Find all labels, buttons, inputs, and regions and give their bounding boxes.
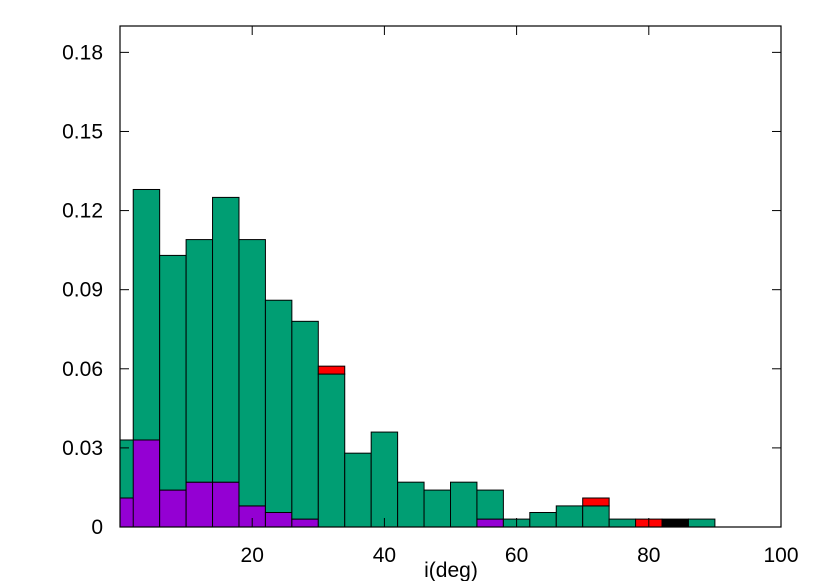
bar-bin-10-series-1 xyxy=(370,431,399,528)
y-tick-label: 0.03 xyxy=(62,437,103,460)
bar-bin-17-series-1 xyxy=(555,505,584,528)
bar-bin-12-series-1 xyxy=(423,489,451,528)
bar-bin-13-series-1 xyxy=(450,481,478,528)
y-tick-label: 0.15 xyxy=(62,120,103,143)
bar-bin-9-series-1 xyxy=(344,452,372,528)
bar-bin-1-series-0 xyxy=(132,439,161,528)
bar-bin-3-series-1 xyxy=(185,239,214,483)
tick-labels-layer: 20 40 60 80 100 0 0.03 0.06 0.09 0.12 0.15 0.18 xyxy=(62,41,798,567)
x-axis-label: i(deg) xyxy=(424,559,478,581)
bar-bin-19-series-1 xyxy=(608,518,637,528)
bar-bin-21-series-3 xyxy=(661,518,689,528)
y-tick-label: 0.09 xyxy=(62,279,103,302)
bar-bin-16-series-1 xyxy=(529,511,557,528)
x-tick-label: 100 xyxy=(763,544,798,567)
bar-bin-14-series-1 xyxy=(476,489,504,520)
bar-bin-6-series-1 xyxy=(264,299,293,513)
y-tick-label: 0.12 xyxy=(62,200,103,223)
ticks-layer xyxy=(120,26,782,528)
plot-frame xyxy=(119,25,782,528)
bar-bin-1-series-1 xyxy=(132,188,161,441)
bar-bin-18-series-2 xyxy=(582,497,610,507)
bar-bin-5-series-1 xyxy=(238,239,266,507)
x-tick-label: 60 xyxy=(505,544,528,567)
bar-bin-3-series-0 xyxy=(185,481,214,528)
y-tick-label: 0.06 xyxy=(62,358,103,381)
bar-bin-11-series-1 xyxy=(397,481,425,528)
bar-bin-2-series-0 xyxy=(159,489,187,528)
x-tick-label: 40 xyxy=(373,544,396,567)
bar-bin-2-series-1 xyxy=(159,254,187,491)
y-tick-label: 0.18 xyxy=(62,41,103,64)
bars-layer xyxy=(119,188,716,528)
bar-bin-18-series-1 xyxy=(582,505,610,528)
x-tick-label: 80 xyxy=(637,544,660,567)
bar-bin-22-series-1 xyxy=(687,518,716,528)
bar-bin-7-series-1 xyxy=(291,320,319,520)
bar-bin-4-series-1 xyxy=(212,196,240,483)
bar-bin-8-series-1 xyxy=(317,373,346,528)
bar-bin-6-series-0 xyxy=(264,511,293,528)
x-tick-label: 20 xyxy=(241,544,264,567)
bar-bin-8-series-2 xyxy=(317,365,346,375)
bar-bin-7-series-0 xyxy=(291,518,319,528)
bar-bin-4-series-0 xyxy=(212,481,240,528)
y-tick-label: 0 xyxy=(91,516,103,539)
bar-bin-14-series-0 xyxy=(476,518,504,528)
